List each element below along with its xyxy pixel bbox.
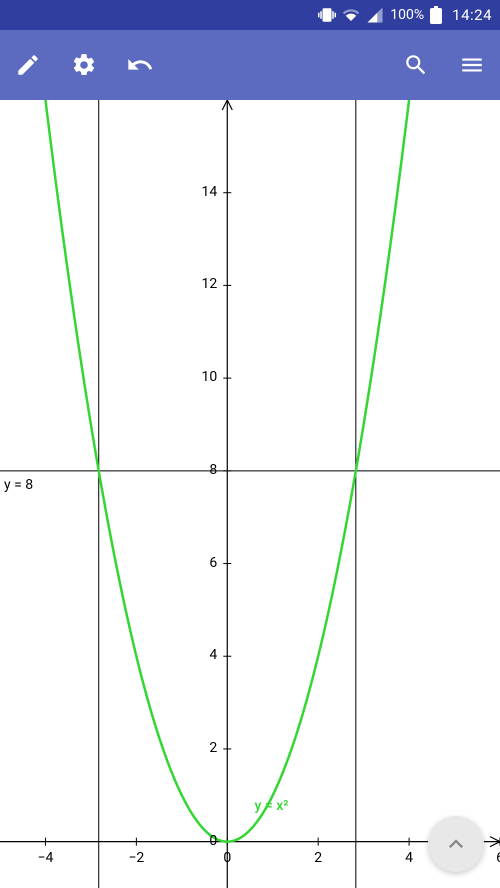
graph-label: y = 8 [4,477,33,493]
graph-label: 14 [202,184,218,200]
pencil-icon [15,52,41,78]
graph-label: 0 [209,833,217,849]
wifi-icon [342,6,360,24]
graph-label: −4 [38,850,54,866]
gear-icon [71,52,97,78]
android-statusbar: 100% 14:24 [0,0,500,30]
graph-label: −2 [128,850,144,866]
hamburger-icon [459,52,485,78]
undo-icon [126,51,154,79]
graph-label: 2 [314,850,322,866]
graph-svg [0,100,500,888]
search-button[interactable] [402,51,430,79]
graph-label: 4 [405,850,413,866]
status-icons-group: 100% 14:24 [318,6,492,24]
clock-text: 14:24 [452,6,492,24]
graph-label: 4 [209,647,217,663]
graph-label: 8 [209,462,217,478]
graph-canvas[interactable]: −4 −2 0 2 4 6 0 2 4 6 8 10 12 14 y = 8 y = x² [0,100,500,888]
settings-button[interactable] [70,51,98,79]
search-icon [403,52,429,78]
app-toolbar [0,30,500,100]
graph-label: 0 [223,850,231,866]
scroll-up-fab[interactable] [428,816,484,872]
menu-button[interactable] [458,51,486,79]
battery-pct-text: 100% [390,7,424,23]
chevron-up-icon [442,830,470,858]
graph-label: 10 [202,369,218,385]
battery-icon [430,6,442,24]
graph-label: 6 [209,555,217,571]
graph-label: 2 [209,740,217,756]
undo-button[interactable] [126,51,154,79]
graph-label: y = x² [255,798,289,814]
graph-label: 6 [496,850,500,866]
edit-button[interactable] [14,51,42,79]
vibrate-icon [318,6,336,24]
signal-icon [366,6,384,24]
graph-label: 12 [202,276,218,292]
